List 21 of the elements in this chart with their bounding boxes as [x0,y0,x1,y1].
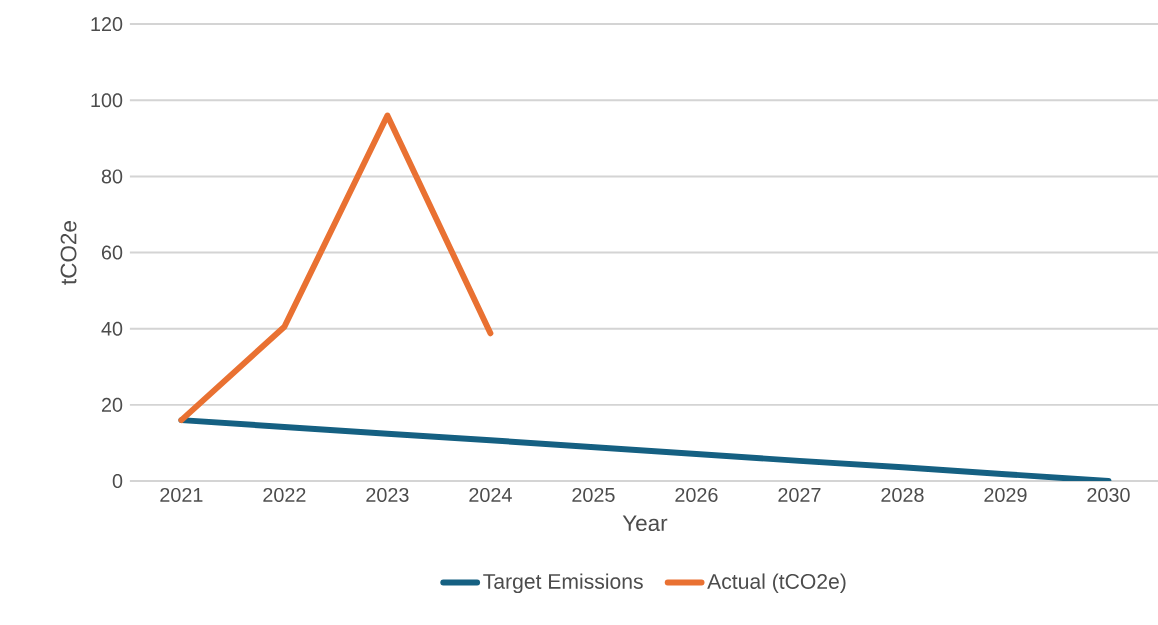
x-tick-label: 2028 [881,487,924,502]
x-tick-label: 2030 [1087,487,1130,502]
x-tick-label: 2029 [984,487,1027,502]
y-tick-label: 40 [101,321,123,336]
x-tick-label: 2021 [160,487,203,502]
x-tick-label: 2026 [675,487,718,502]
legend-label: Actual (tCO2e) [707,573,846,594]
y-tick-label: 120 [91,17,123,32]
y-tick-label: 60 [101,245,123,260]
legend-label: Target Emissions [483,573,643,594]
x-tick-label: 2027 [778,487,821,502]
x-tick-label: 2024 [469,487,512,502]
x-tick-label: 2025 [572,487,615,502]
x-axis-title: Year [622,515,668,532]
y-tick-label: 100 [91,93,123,108]
y-tick-label: 20 [101,397,123,412]
x-tick-label: 2022 [263,487,306,502]
y-tick-label: 0 [112,474,123,489]
y-axis-title: tCO2e [60,221,77,285]
x-tick-label: 2023 [366,487,409,502]
y-tick-label: 80 [101,169,123,184]
